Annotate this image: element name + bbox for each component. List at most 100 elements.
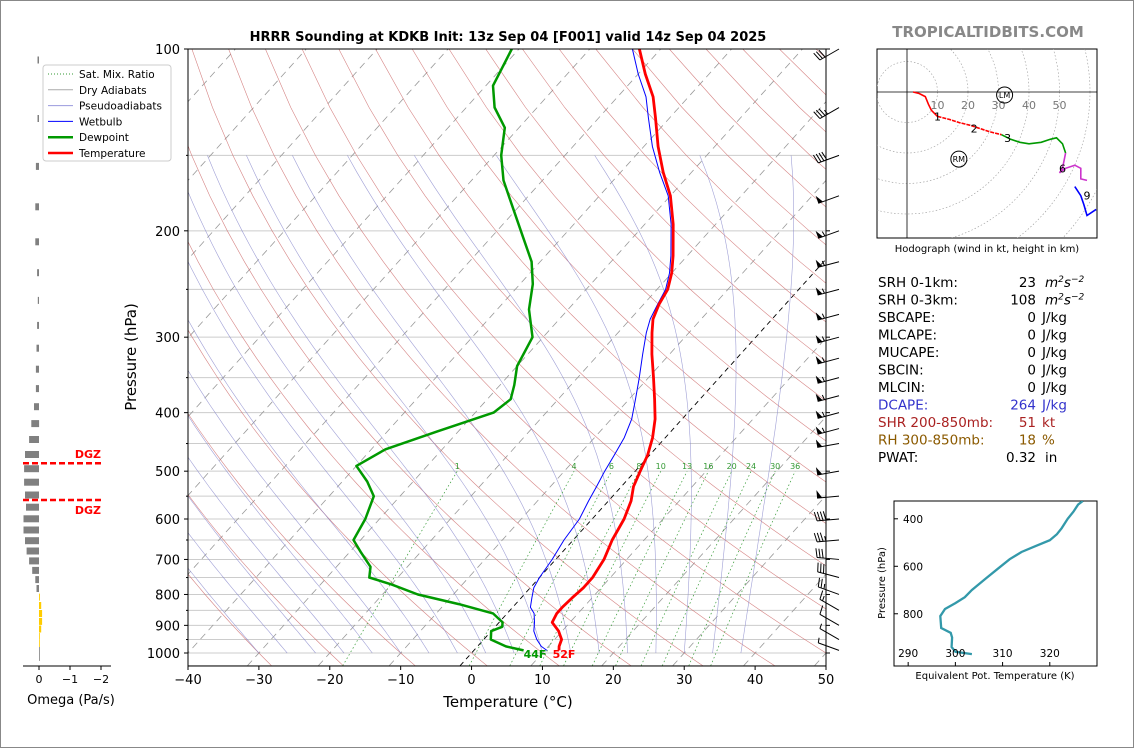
temperature-series-line: [552, 49, 673, 650]
barb-half-feather: [823, 596, 825, 601]
wind-barb: [816, 439, 839, 447]
index-value: 0: [1027, 345, 1036, 361]
wind-barb: [820, 624, 839, 640]
barb-feather: [816, 548, 817, 557]
mixing-ratio-line: [662, 471, 751, 666]
moist-adiabat: [292, 155, 570, 653]
barb-shaft: [820, 599, 839, 610]
x-tick-label: 30: [676, 673, 693, 688]
barb-flag: [816, 335, 823, 343]
omega-tick-label: −1: [62, 673, 78, 686]
site-watermark: TROPICALTIDBITS.COM: [892, 23, 1084, 41]
index-value: 0: [1027, 328, 1036, 344]
y-tick-label: 600: [155, 513, 180, 528]
hodograph-height-label: 9: [1083, 190, 1090, 203]
isotherm: [1, 49, 23, 666]
index-label: PWAT:: [878, 450, 918, 466]
index-unit: in: [1045, 450, 1057, 466]
barb-feather: [814, 533, 817, 542]
theta-y-tick-label: 400: [903, 514, 923, 526]
moist-adiabat: [595, 155, 692, 653]
index-value: 0: [1027, 363, 1036, 379]
omega-bar: [39, 633, 40, 640]
mixing-ratio-line: [711, 471, 796, 666]
barb-flag: [816, 356, 823, 364]
y-tick-label: 200: [155, 225, 180, 240]
omega-bar: [25, 537, 39, 544]
mixing-ratio-line: [616, 471, 709, 666]
surface-dewpoint-label: 44F: [524, 648, 547, 661]
barb-feather: [822, 549, 823, 558]
x-tick-label: 20: [605, 673, 622, 688]
theta-y-label: Pressure (hPa): [877, 547, 888, 619]
index-value: 18: [1019, 433, 1036, 449]
wind-barb: [816, 231, 839, 239]
index-label: SBCIN:: [878, 363, 924, 379]
index-label: SBCAPE:: [878, 310, 935, 326]
barb-feather: [820, 591, 823, 600]
moist-adiabat: [51, 155, 344, 653]
mixing-ratio-label: 30: [770, 462, 780, 471]
omega-tick-label: −2: [93, 673, 109, 686]
dry-adiabat: [229, 49, 775, 666]
barb-flag: [816, 376, 823, 384]
index-value: 108: [1010, 293, 1036, 309]
index-unit: J/kg: [1041, 345, 1067, 361]
surface-temperature-label: 52F: [553, 648, 576, 661]
index-unit: %: [1042, 433, 1055, 449]
y-tick-label: 500: [155, 465, 180, 480]
omega-bar: [24, 527, 40, 534]
barb-flag: [816, 490, 822, 498]
moist-adiabat: [144, 155, 457, 653]
theta-x-tick-label: 290: [898, 648, 918, 660]
omega-bar: [32, 567, 39, 574]
omega-bar: [24, 479, 39, 486]
legend-entry: Sat. Mix. Ratio: [79, 69, 155, 81]
theta-x-label: Equivalent Pot. Temperature (K): [915, 671, 1074, 682]
y-tick-label: 900: [155, 619, 180, 634]
omega-x-label: Omega (Pa/s): [27, 693, 115, 708]
index-label: MLCIN:: [878, 380, 925, 396]
index-unit: kt: [1042, 415, 1055, 431]
moist-adiabat: [246, 155, 542, 653]
index-unit: J/kg: [1041, 328, 1067, 344]
mixing-ratio-label: 1: [455, 462, 460, 471]
mixing-ratio-label: 36: [790, 462, 800, 471]
omega-bar: [39, 640, 40, 647]
index-label: SRH 0-3km:: [878, 293, 958, 309]
omega-tick-label: 0: [36, 673, 43, 686]
skewt-axes-frame: [188, 49, 826, 666]
hodograph-ring-label: 20: [961, 99, 975, 112]
moist-adiabat: [741, 155, 794, 653]
mixing-ratio-label: 10: [656, 462, 666, 471]
index-value: 23: [1019, 275, 1036, 291]
index-unit: J/kg: [1041, 380, 1067, 396]
wind-barb: [814, 533, 839, 542]
index-unit: m2s−2: [1045, 275, 1084, 291]
index-label: SRH 0-1km:: [878, 275, 958, 291]
omega-bar: [39, 654, 40, 661]
wind-barb: [816, 411, 839, 419]
barb-half-feather: [820, 624, 822, 629]
hodograph-height-label: 6: [1059, 162, 1066, 175]
legend-entry: Wetbulb: [79, 116, 123, 128]
barb-half-feather: [822, 428, 824, 433]
hodograph-height-label: 2: [971, 123, 978, 136]
mixing-ratio-line: [689, 471, 775, 666]
wind-barb: [816, 196, 839, 204]
wind-barb: [816, 287, 839, 295]
hodograph-ring-label: 40: [1022, 99, 1036, 112]
index-unit: J/kg: [1041, 310, 1067, 326]
index-value: 0: [1027, 310, 1036, 326]
omega-bar: [36, 366, 39, 373]
barb-shaft: [820, 614, 839, 625]
omega-bar: [38, 297, 39, 304]
barb-flag: [816, 411, 823, 419]
moist-adiabat: [13, 155, 288, 653]
x-tick-label: 50: [818, 673, 835, 688]
isotherm: [247, 49, 802, 666]
index-value: 264: [1010, 398, 1036, 414]
